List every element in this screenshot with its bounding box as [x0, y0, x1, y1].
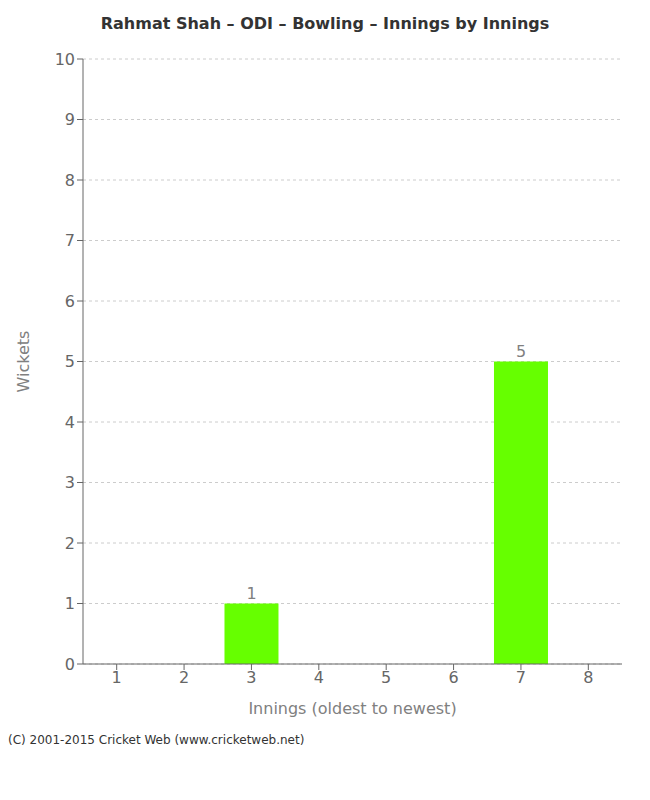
svg-text:5: 5: [516, 342, 526, 361]
svg-text:10: 10: [55, 50, 75, 69]
svg-text:1: 1: [65, 594, 75, 613]
svg-text:1: 1: [246, 584, 256, 603]
svg-text:4: 4: [314, 668, 324, 687]
svg-text:0: 0: [65, 655, 75, 674]
svg-text:7: 7: [516, 668, 526, 687]
svg-text:5: 5: [381, 668, 391, 687]
svg-text:9: 9: [65, 110, 75, 129]
html-text:(C) 2001-2015 Cricket Web (www: (C) 2001-2015 Cricket Web (www.cricketwe…: [8, 733, 305, 747]
svg-text:8: 8: [583, 668, 593, 687]
svg-text:6: 6: [65, 292, 75, 311]
svg-text:8: 8: [65, 171, 75, 190]
svg-text:4: 4: [65, 413, 75, 432]
svg-text:Innings (oldest to newest): Innings (oldest to newest): [248, 699, 456, 718]
svg-text:3: 3: [246, 668, 256, 687]
svg-text:2: 2: [179, 668, 189, 687]
svg-text:5: 5: [65, 352, 75, 371]
svg-text:1: 1: [112, 668, 122, 687]
svg-text:3: 3: [65, 473, 75, 492]
svg-text:6: 6: [448, 668, 458, 687]
html-text:Rahmat Shah – ODI – Bowling –: Rahmat Shah – ODI – Bowling – Innings by…: [100, 14, 550, 33]
svg-text:7: 7: [65, 231, 75, 250]
svg-text:2: 2: [65, 534, 75, 553]
svg-text:Wickets: Wickets: [14, 331, 33, 393]
